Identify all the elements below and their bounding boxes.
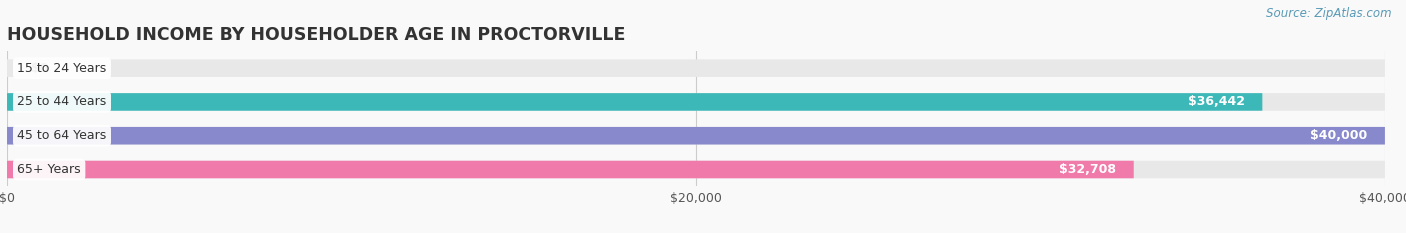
FancyBboxPatch shape xyxy=(7,59,1385,77)
Text: $32,708: $32,708 xyxy=(1060,163,1116,176)
FancyBboxPatch shape xyxy=(7,93,1385,111)
Text: HOUSEHOLD INCOME BY HOUSEHOLDER AGE IN PROCTORVILLE: HOUSEHOLD INCOME BY HOUSEHOLDER AGE IN P… xyxy=(7,26,626,44)
Text: 45 to 64 Years: 45 to 64 Years xyxy=(17,129,107,142)
Text: $0: $0 xyxy=(31,62,49,75)
Text: 15 to 24 Years: 15 to 24 Years xyxy=(17,62,107,75)
FancyBboxPatch shape xyxy=(7,127,1385,144)
Text: 65+ Years: 65+ Years xyxy=(17,163,82,176)
Text: $36,442: $36,442 xyxy=(1188,96,1246,108)
Text: $40,000: $40,000 xyxy=(1310,129,1368,142)
FancyBboxPatch shape xyxy=(7,127,1385,144)
FancyBboxPatch shape xyxy=(7,161,1133,178)
FancyBboxPatch shape xyxy=(7,93,1263,111)
Text: Source: ZipAtlas.com: Source: ZipAtlas.com xyxy=(1267,7,1392,20)
FancyBboxPatch shape xyxy=(7,161,1385,178)
Text: 25 to 44 Years: 25 to 44 Years xyxy=(17,96,107,108)
